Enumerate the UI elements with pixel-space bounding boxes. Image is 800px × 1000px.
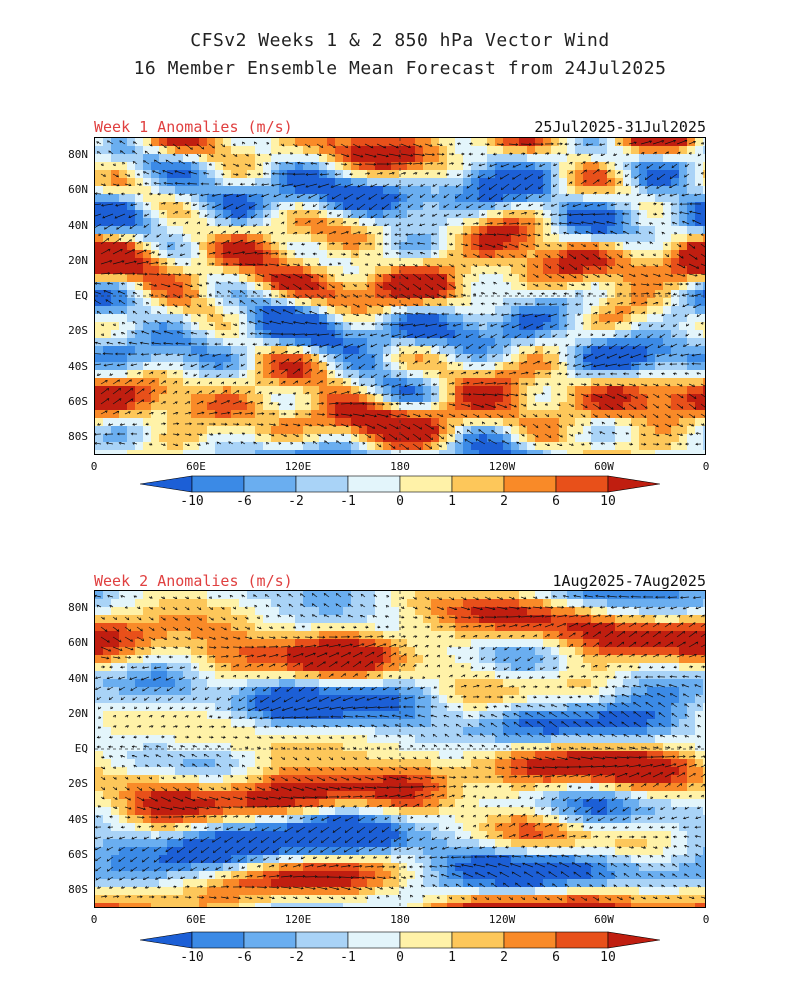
colorbar-label: -1 [340, 494, 356, 509]
panel-2-wind-anomaly-map [94, 590, 706, 908]
lat-tick-label: 20S [68, 777, 88, 791]
lon-tick-label: 60E [186, 913, 206, 926]
lat-tick-label: 60S [68, 847, 88, 861]
lat-tick-label: 20N [68, 253, 88, 267]
colorbar-label: 10 [600, 494, 616, 509]
colorbar-swatch [555, 931, 609, 949]
colorbar-swatch [503, 931, 557, 949]
panel-2-date-range: 1Aug2025-7Aug2025 [552, 572, 706, 590]
colorbar-swatch [139, 475, 193, 493]
colorbar-label: -2 [288, 494, 304, 509]
lat-tick-label: 20N [68, 706, 88, 720]
colorbar-label: 1 [448, 950, 456, 965]
colorbar-label: -10 [180, 950, 204, 965]
wind-anomaly-field [95, 591, 705, 907]
colorbar-label: 10 [600, 950, 616, 965]
lat-tick-label: 60N [68, 636, 88, 650]
wind-vectors [95, 139, 705, 451]
lon-tick-label: 120E [284, 913, 312, 926]
lat-tick-label: 40N [68, 218, 88, 232]
colorbar-swatches [139, 931, 661, 949]
colorbar-swatch [399, 931, 453, 949]
lat-tick-label: 40S [68, 812, 88, 826]
figure-subtitle: 16 Member Ensemble Mean Forecast from 24… [133, 58, 667, 79]
lon-tick-label: 120E [284, 460, 312, 473]
colorbar-swatch [503, 475, 557, 493]
lon-tick-label: 120W [488, 460, 516, 473]
colorbar-swatch [191, 931, 245, 949]
panel-1-date-range: 25Jul2025-31Jul2025 [534, 118, 706, 136]
lat-tick-label: 40S [68, 359, 88, 373]
colorbar-label: 6 [552, 950, 560, 965]
colorbar-label: 1 [448, 494, 456, 509]
colorbar-label: 0 [396, 494, 404, 509]
colorbar-label: -2 [288, 950, 304, 965]
lat-tick-label: 60N [68, 183, 88, 197]
colorbar-swatch [555, 475, 609, 493]
colorbar-swatch [607, 475, 661, 493]
lon-tick-label: 60W [594, 913, 614, 926]
lat-tick-label: 80S [68, 430, 88, 443]
wind-anomaly-field [95, 138, 705, 454]
colorbar-swatch [347, 475, 401, 493]
panel-1-colorbar [139, 474, 661, 494]
lon-tick-label: 180 [390, 460, 410, 473]
panel-2-colorbar [139, 930, 661, 950]
lat-tick-label: EQ [74, 742, 88, 755]
colorbar-swatches [139, 475, 661, 493]
lon-tick-label: 180 [390, 913, 410, 926]
colorbar-swatch [243, 931, 297, 949]
colorbar-label: 2 [500, 950, 508, 965]
colorbar-swatch [243, 475, 297, 493]
panel-1-label: Week 1 Anomalies (m/s) [94, 118, 293, 136]
colorbar-swatch [347, 931, 401, 949]
colorbar-label: -10 [180, 494, 204, 509]
lon-tick-label: 120W [488, 913, 516, 926]
colorbar-swatch [451, 931, 505, 949]
lat-tick-label: 80S [68, 883, 88, 896]
colorbar-swatch [451, 475, 505, 493]
lon-tick-label: 0 [702, 913, 710, 926]
colorbar-label: 2 [500, 494, 508, 509]
colorbar-label: -6 [236, 494, 252, 509]
colorbar-swatch [191, 475, 245, 493]
colorbar-swatch [295, 475, 349, 493]
lon-tick-label: 0 [90, 913, 98, 926]
colorbar-label: 0 [396, 950, 404, 965]
figure-title: CFSv2 Weeks 1 & 2 850 hPa Vector Wind [190, 30, 610, 51]
lat-tick-label: 80N [68, 148, 88, 161]
lon-tick-label: 0 [702, 460, 710, 473]
colorbar-label: 6 [552, 494, 560, 509]
colorbar-label: -6 [236, 950, 252, 965]
lat-tick-label: 20S [68, 324, 88, 338]
lat-tick-label: 80N [68, 601, 88, 614]
lat-tick-label: 40N [68, 671, 88, 685]
wind-vectors [95, 592, 705, 901]
colorbar-swatch [139, 931, 193, 949]
lon-tick-label: 60E [186, 460, 206, 473]
colorbar-swatch [399, 475, 453, 493]
colorbar-label: -1 [340, 950, 356, 965]
panel-2-label: Week 2 Anomalies (m/s) [94, 572, 293, 590]
colorbar-swatch [607, 931, 661, 949]
lat-tick-label: EQ [74, 289, 88, 302]
colorbar-swatch [295, 931, 349, 949]
lon-tick-label: 60W [594, 460, 614, 473]
panel-1-wind-anomaly-map [94, 137, 706, 455]
lon-tick-label: 0 [90, 460, 98, 473]
lat-tick-label: 60S [68, 394, 88, 408]
